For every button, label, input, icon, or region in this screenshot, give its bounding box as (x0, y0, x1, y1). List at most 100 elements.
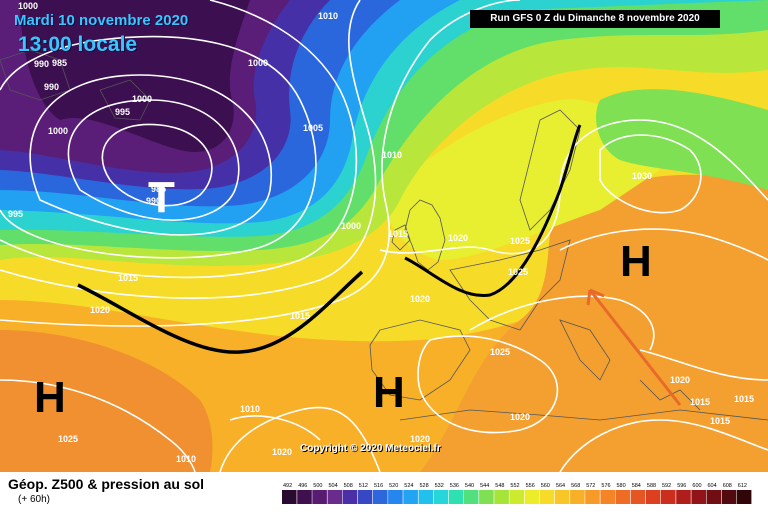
high-pressure-H-east: H (620, 237, 652, 286)
scale-swatch (312, 490, 327, 504)
scale-swatch (661, 490, 676, 504)
scale-label: 548 (495, 483, 504, 489)
scale-label: 552 (510, 483, 519, 489)
svg-text:1015: 1015 (290, 311, 310, 321)
scale-label: 596 (677, 483, 686, 489)
isobar-labels: 1000 990 985 990 1000 995 1000 985 990 9… (8, 1, 754, 464)
scale-label: 536 (450, 483, 459, 489)
low-pressure-T: T (148, 173, 175, 222)
scale-label: 592 (662, 483, 671, 489)
svg-text:1015: 1015 (118, 273, 138, 283)
scale-label: 580 (617, 483, 626, 489)
z500-band-green-east (596, 89, 768, 190)
scale-label: 572 (586, 483, 595, 489)
svg-text:990: 990 (34, 59, 49, 69)
svg-text:1020: 1020 (510, 412, 530, 422)
scale-label: 604 (708, 483, 717, 489)
svg-text:1015: 1015 (690, 397, 710, 407)
high-pressure-H-iberia: H (373, 368, 405, 417)
legend-subtitle: (+ 60h) (18, 494, 50, 505)
scale-swatch (403, 490, 418, 504)
svg-text:1015: 1015 (710, 416, 730, 426)
svg-text:1000: 1000 (341, 221, 361, 231)
color-scale: 492 496 500 504 508 512 516 520 524 528 532 536 540 5… (282, 483, 752, 504)
scale-swatch (615, 490, 631, 504)
scale-label: 564 (556, 483, 565, 489)
svg-text:1020: 1020 (410, 294, 430, 304)
forecast-date: Mardi 10 novembre 2020 (14, 12, 189, 29)
svg-text:1000: 1000 (18, 1, 38, 11)
scale-swatch (645, 490, 661, 504)
svg-text:1015: 1015 (734, 394, 754, 404)
svg-text:995: 995 (115, 107, 130, 117)
scale-label: 576 (601, 483, 610, 489)
flow-arrow (586, 288, 682, 406)
scale-swatch (448, 490, 464, 504)
scale-label: 568 (571, 483, 580, 489)
scale-label: 540 (465, 483, 474, 489)
svg-text:1020: 1020 (670, 375, 690, 385)
scale-label: 516 (374, 483, 383, 489)
svg-text:990: 990 (146, 196, 161, 206)
scale-swatch (433, 490, 449, 504)
scale-swatch (585, 490, 600, 504)
svg-text:1020: 1020 (90, 305, 110, 315)
scale-swatch (282, 490, 297, 504)
svg-text:1025: 1025 (58, 434, 78, 444)
scale-swatch (509, 490, 524, 504)
svg-text:1005: 1005 (303, 123, 323, 133)
scale-label: 492 (283, 483, 292, 489)
svg-text:1000: 1000 (248, 58, 268, 68)
isobars (0, 0, 768, 472)
svg-text:1020: 1020 (410, 434, 430, 444)
svg-text:1030: 1030 (632, 171, 652, 181)
svg-text:1025: 1025 (490, 347, 510, 357)
copyright-text: Copyright © 2020 Meteociel.fr (300, 443, 441, 454)
scale-swatch (630, 490, 646, 504)
scale-label: 588 (647, 483, 656, 489)
forecast-time: 13:00 locale (18, 33, 138, 56)
scale-label: 504 (329, 483, 338, 489)
svg-text:1020: 1020 (448, 233, 468, 243)
scale-swatch (479, 490, 494, 504)
scale-swatch (342, 490, 358, 504)
z500-band-yellow (380, 99, 660, 261)
svg-text:1010: 1010 (318, 11, 338, 21)
svg-text:1025: 1025 (508, 267, 528, 277)
scale-label: 600 (692, 483, 701, 489)
svg-text:1015: 1015 (388, 229, 408, 239)
svg-text:985: 985 (151, 184, 166, 194)
scale-swatch (463, 490, 479, 504)
trough-line-europe (404, 124, 582, 298)
z500-band-dark-purple (20, 0, 250, 152)
scale-swatch (554, 490, 570, 504)
scale-label: 532 (435, 483, 444, 489)
scale-swatch (600, 490, 615, 504)
scale-label: 512 (359, 483, 368, 489)
scale-label: 560 (541, 483, 550, 489)
scale-label: 528 (420, 483, 429, 489)
scale-swatch (388, 490, 403, 504)
scale-label: 608 (723, 483, 732, 489)
scale-label: 500 (313, 483, 322, 489)
scale-swatch (373, 490, 388, 504)
svg-text:995: 995 (8, 209, 23, 219)
scale-swatch (570, 490, 585, 504)
scale-swatch (721, 490, 737, 504)
svg-text:990: 990 (44, 82, 59, 92)
scale-swatch (524, 490, 540, 504)
scale-swatch (736, 490, 752, 504)
svg-text:1000: 1000 (132, 94, 152, 104)
scale-swatch (676, 490, 691, 504)
scale-swatch (327, 490, 343, 504)
scale-label: 524 (404, 483, 413, 489)
scale-swatch (691, 490, 706, 504)
svg-text:1020: 1020 (272, 447, 292, 457)
scale-label: 508 (344, 483, 353, 489)
scale-label: 556 (526, 483, 535, 489)
scale-label: 584 (632, 483, 641, 489)
svg-text:1010: 1010 (176, 454, 196, 464)
scale-swatch (539, 490, 555, 504)
legend-title: Géop. Z500 & pression au sol (8, 476, 205, 492)
